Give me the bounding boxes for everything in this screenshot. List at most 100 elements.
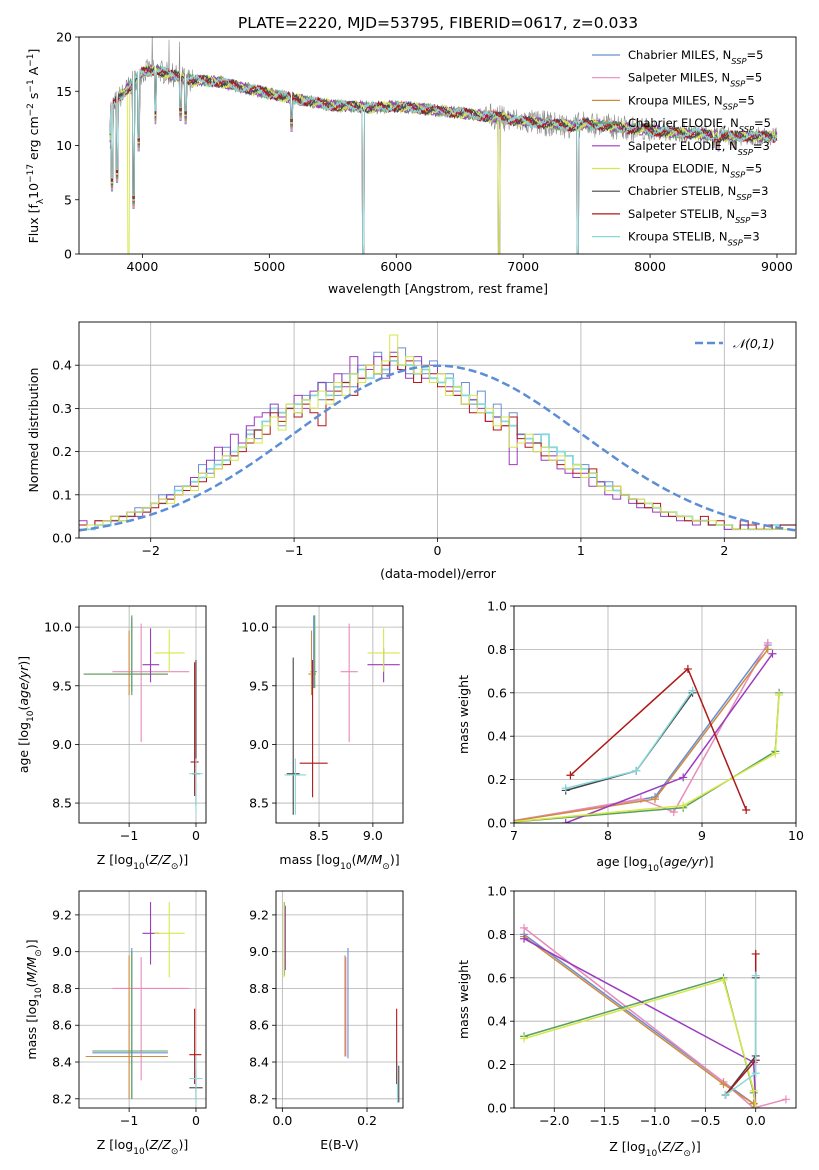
mass_age-xtick-label: 8.5 — [309, 828, 329, 843]
z_weight-frame-layer: −2.0 −1.5 −1.0 −0.5 0.0 0.0 0.2 0.4 0.6 0.8 1.0 Z [… — [456, 884, 797, 1159]
age_weight-series-marker — [561, 819, 570, 823]
ebv_mass-axes: 0.0 0.2 8.2 8.4 8.6 8.8 9.0 9.2 E(B-V) — [249, 890, 404, 1152]
z_weight-series-marker — [719, 1080, 728, 1089]
age_weight-series-marker — [768, 649, 777, 658]
z_weight-xtick-label: −1.0 — [640, 1113, 670, 1128]
spectrum-ytick-label: 10 — [56, 138, 72, 153]
age_weight-xtick-label: 8 — [604, 828, 612, 843]
age_weight-frame — [513, 605, 797, 824]
age_weight-series-marker — [651, 795, 659, 804]
z_weight-ytick-label: 0.2 — [487, 1057, 507, 1072]
z_weight-ytick-label: 0.8 — [487, 927, 507, 942]
z_age-frame — [78, 605, 207, 824]
legend-label: Kroupa MILES, NSSP=5 — [628, 93, 755, 111]
ebv_mass-frame — [275, 890, 404, 1109]
z_weight-series-marker — [751, 971, 760, 980]
mass_age-ytick-label: 9.0 — [249, 737, 269, 752]
spectrum-ylabel: Flux [fλ10−17 erg cm−2 s−1 A−1] — [26, 49, 46, 244]
age_weight-series-marker — [742, 805, 751, 814]
legend-label: Chabrier ELODIE, NSSP=5 — [628, 116, 771, 134]
age_weight-xtick-label: 9 — [698, 828, 706, 843]
z_weight-series-marker — [749, 1099, 758, 1108]
spectrum-model-line — [109, 65, 778, 200]
z_weight-axes: −2.0 −1.5 −1.0 −0.5 0.0 0.0 0.2 0.4 0.6 0.8 1.0 Z [… — [456, 884, 797, 1159]
residuals-ytick-label: 0.4 — [52, 358, 72, 373]
legend-reference-label: 𝒩(0,1) — [733, 336, 775, 351]
mass_age-xtick-label: 9.0 — [363, 828, 383, 843]
legend-label: Kroupa ELODIE, NSSP=5 — [628, 162, 762, 180]
residuals-ytick-label: 0.0 — [52, 531, 72, 546]
normal-reference-curve — [79, 364, 796, 532]
z_weight-ytick-label: 0.0 — [487, 1101, 507, 1116]
residuals-xtick-label: −2 — [141, 543, 159, 558]
ebv_mass-frame-layer: 0.0 0.2 8.2 8.4 8.6 8.8 9.0 9.2 E(B-V) — [249, 890, 404, 1152]
z_age-xtick-label: −1 — [120, 828, 138, 843]
legend-label: Salpeter ELODIE, NSSP=3 — [628, 139, 770, 157]
z_weight-series-marker — [751, 949, 760, 958]
z_age-axes: −1 0 8.5 9.0 9.5 10.0 Z [log10(Z/Z⊙)] age [log1… — [16, 605, 207, 872]
z_weight-ylabel: mass weight — [456, 960, 471, 1039]
z_age-ylabel: age [log10(age/yr)] — [16, 656, 36, 773]
mass_age-frame — [275, 605, 404, 824]
legend-label: Salpeter STELIB, NSSP=3 — [628, 207, 767, 225]
residuals-xtick-label: 0 — [434, 543, 442, 558]
age_weight-series-marker — [566, 771, 575, 780]
ebv_mass-xtick-label: 0.2 — [357, 1113, 377, 1128]
z_mass-ytick-label: 8.6 — [52, 1018, 72, 1033]
residuals-ytick-label: 0.2 — [52, 444, 72, 459]
spectrum-ytick-label: 15 — [56, 84, 72, 99]
z_weight-xtick-label: 0.0 — [746, 1113, 766, 1128]
age_weight-ytick-label: 0.4 — [487, 729, 507, 744]
spectrum-xtick-label: 7000 — [507, 259, 539, 274]
spectrum-xtick-label: 5000 — [253, 259, 285, 274]
residuals-xtick-label: 1 — [577, 543, 585, 558]
z_age-ytick-label: 8.5 — [52, 796, 72, 811]
z_mass-ylabel: mass [log10(M/M⊙)] — [24, 939, 44, 1059]
age_weight-series-line — [514, 694, 780, 823]
spectrum-model-line — [109, 65, 778, 254]
z_mass-ytick-label: 9.2 — [52, 907, 72, 922]
spectrum-frame — [78, 36, 797, 255]
spectrum-plot-layer — [109, 37, 778, 254]
z_weight-series-marker — [520, 923, 529, 932]
spectrum-xlabel: wavelength [Angstrom, rest frame] — [328, 281, 548, 296]
mass_age-ytick-label: 8.5 — [249, 796, 269, 811]
age_weight-xlabel: age [log10(age/yr)] — [596, 854, 713, 874]
residuals-histogram-line — [79, 334, 796, 530]
age_weight-series-marker — [688, 686, 697, 695]
z_weight-xtick-label: −0.5 — [690, 1113, 720, 1128]
z_mass-frame — [78, 890, 207, 1109]
z_weight-ytick-label: 1.0 — [487, 884, 507, 899]
spectrum-ytick-label: 0 — [64, 247, 72, 262]
age_weight-series-marker — [775, 690, 784, 699]
z_weight-series-line — [523, 979, 757, 1108]
spectrum-xtick-label: 4000 — [127, 259, 159, 274]
z_age-plot-layer — [83, 615, 203, 813]
spectrum-ytick-label: 5 — [64, 192, 72, 207]
spectrum-ytick-label: 20 — [56, 30, 72, 45]
z_weight-frame — [513, 890, 797, 1109]
mass_age-ytick-label: 10.0 — [241, 620, 269, 635]
z_mass-xtick-label: −1 — [120, 1113, 138, 1128]
spectrum-axes: 4000 5000 6000 7000 8000 9000 0 5 10 15 20 Chabrier… — [26, 30, 797, 296]
z_age-ytick-label: 10.0 — [44, 620, 72, 635]
age_weight-series-marker — [679, 773, 688, 782]
residuals-ytick-label: 0.1 — [52, 487, 72, 502]
age_weight-series-marker — [683, 664, 692, 673]
age_weight-ytick-label: 0.6 — [487, 685, 507, 700]
age_weight-ylabel: mass weight — [456, 675, 471, 754]
ebv_mass-xtick-label: 0.0 — [272, 1113, 292, 1128]
residuals-xtick-label: 2 — [720, 543, 728, 558]
z_weight-series-marker — [781, 1095, 790, 1104]
z_weight-series-marker — [520, 1034, 529, 1043]
legend-label: Kroupa STELIB, NSSP=3 — [628, 230, 760, 248]
mass_age-axes: 8.5 9.0 8.5 9.0 9.5 10.0 mass [log10(M/M⊙)] — [241, 605, 404, 872]
z_weight-series-marker — [751, 1069, 760, 1078]
z_mass-ytick-label: 8.2 — [52, 1091, 72, 1106]
ebv_mass-ytick-label: 8.4 — [249, 1055, 269, 1070]
ebv_mass-ytick-label: 9.2 — [249, 907, 269, 922]
z_weight-series-marker — [749, 1086, 758, 1095]
z_age-frame-layer: −1 0 8.5 9.0 9.5 10.0 Z [log10(Z/Z⊙)] age [log1… — [16, 605, 207, 872]
z_weight-series-marker — [751, 1104, 760, 1108]
